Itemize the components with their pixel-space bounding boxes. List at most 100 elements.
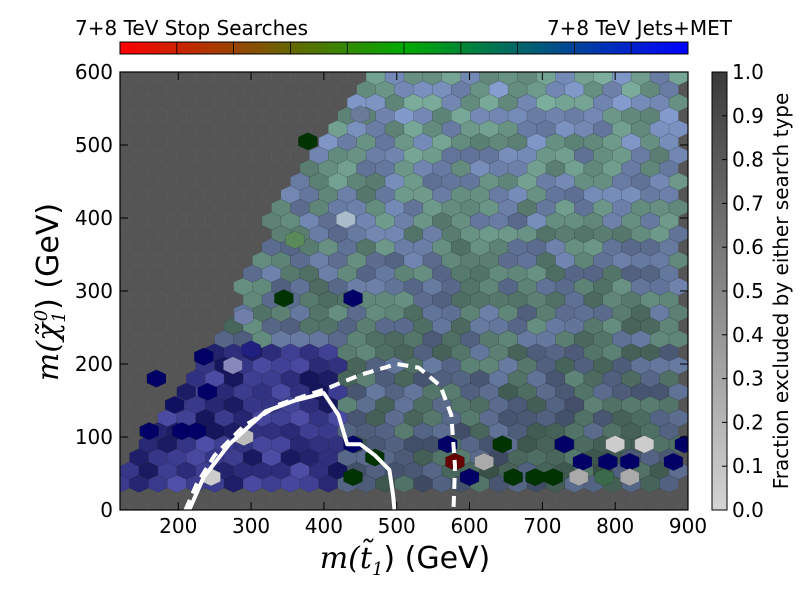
background-hex <box>120 176 121 187</box>
highlight-hex <box>543 468 564 487</box>
colorbar-tick-label: 0.0 <box>732 498 764 522</box>
highlight-hex <box>634 435 655 454</box>
data-hex <box>630 72 651 86</box>
data-hex <box>479 72 500 86</box>
y-axis-title-sub: 1 <box>49 311 70 322</box>
background-hex <box>687 387 688 397</box>
background-hex <box>252 72 272 86</box>
background-hex <box>516 72 519 73</box>
background-hex <box>92 317 111 335</box>
x-axis-title-main: m(t̃ <box>320 538 375 576</box>
highlight-hex <box>663 452 684 471</box>
background-hex <box>347 514 366 532</box>
background-hex <box>120 387 121 397</box>
background-hex <box>157 72 159 73</box>
background-hex <box>365 72 367 73</box>
background-hex <box>120 465 121 476</box>
colorbar-ticks: 0.0 0.1 0.2 0.3 0.4 0.5 0.6 0.7 0.8 0.9 1.0 <box>722 60 764 522</box>
top-label-right: 7+8 TeV Jets+MET <box>547 16 733 40</box>
highlight-hex <box>234 307 254 326</box>
background-hex <box>422 72 424 73</box>
background-hex <box>687 150 688 160</box>
background-hex <box>630 72 632 73</box>
highlight-hex <box>503 468 524 487</box>
colorbar-tick-label: 0.9 <box>732 104 764 128</box>
data-hex <box>441 72 462 86</box>
background-hex <box>611 72 614 73</box>
highlight-hex <box>492 435 513 454</box>
background-hex <box>232 72 235 73</box>
highlight-hex <box>139 422 159 441</box>
background-hex <box>120 255 121 266</box>
data-hex <box>611 72 632 86</box>
background-hex <box>196 514 215 532</box>
colorbar-tick-label: 0.6 <box>732 235 764 259</box>
y-tick-label: 600 <box>75 60 113 84</box>
highlight-hex <box>605 435 625 454</box>
data-hex <box>517 72 537 86</box>
x-tick-label: 700 <box>523 514 561 538</box>
background-hex <box>687 255 688 266</box>
background-hex <box>687 124 688 134</box>
data-hex <box>422 72 443 86</box>
background-hex <box>176 72 178 73</box>
background-hex <box>120 72 121 73</box>
background-hex <box>592 72 595 73</box>
highlight-hex <box>350 105 371 124</box>
data-hex <box>592 72 613 86</box>
highlight-hex <box>146 369 167 388</box>
background-hex <box>290 72 310 86</box>
data-hex <box>536 72 556 86</box>
background-hex <box>649 72 651 73</box>
background-hex <box>271 72 291 86</box>
background-hex <box>138 72 140 73</box>
background-hex <box>176 72 196 86</box>
data-hex <box>668 72 688 86</box>
background-hex <box>233 72 253 86</box>
y-tick-label: 400 <box>75 206 113 230</box>
background-hex <box>687 413 688 423</box>
y-axis-title-unit: ) (GeV) <box>31 203 66 310</box>
background-hex <box>687 72 688 82</box>
highlight-hex <box>619 468 640 487</box>
highlight-hex <box>343 289 363 308</box>
data-hex <box>365 72 386 86</box>
background-hex <box>497 72 500 73</box>
data-hex <box>574 72 594 86</box>
background-hex <box>120 308 121 318</box>
background-hex <box>120 97 121 108</box>
background-hex <box>92 475 111 493</box>
y-tick-label: 0 <box>100 498 113 522</box>
background-hex <box>92 160 111 178</box>
x-tick-label: 300 <box>232 514 270 538</box>
background-hex <box>687 492 688 502</box>
highlight-hex <box>164 395 185 414</box>
background-hex <box>270 72 273 73</box>
y-axis-title-main: m(χ̃ <box>31 321 66 381</box>
highlight-hex <box>594 468 615 487</box>
background-hex <box>499 514 518 532</box>
highlight-hex <box>223 356 243 375</box>
background-hex <box>251 72 254 73</box>
contour-jets-met <box>183 362 457 510</box>
colorbar-label: Fraction excluded by either search type <box>769 93 793 490</box>
background-hex <box>213 72 216 73</box>
top-color-bar-dividers <box>176 42 632 54</box>
background-hex <box>403 72 405 73</box>
x-tick-label: 400 <box>305 514 343 538</box>
background-hex <box>120 514 139 532</box>
background-hex <box>573 72 576 73</box>
highlight-hex <box>554 435 575 454</box>
highlight-hex <box>241 340 261 359</box>
background-hex <box>460 72 462 73</box>
background-hex <box>478 72 481 73</box>
background-hex <box>272 514 291 532</box>
y-axis-title: m(χ̃10) (GeV) <box>31 203 70 381</box>
data-hex <box>460 72 481 86</box>
highlight-hex <box>186 422 207 441</box>
highlight-hex <box>459 468 480 487</box>
background-hex <box>687 72 688 73</box>
x-tick-label: 600 <box>450 514 488 538</box>
x-axis: 200 300 400 500 600 700 800 900 <box>159 72 707 538</box>
colorbar-tick-label: 0.5 <box>732 279 764 303</box>
